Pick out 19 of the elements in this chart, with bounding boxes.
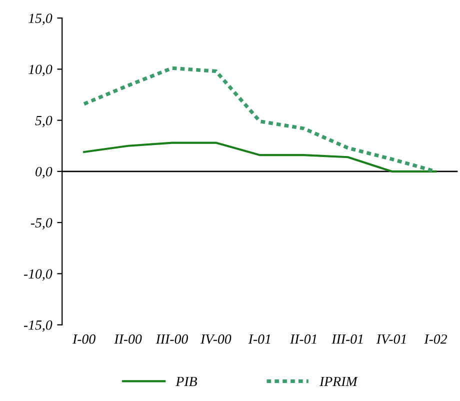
x-tick-label: III-00 — [156, 334, 188, 344]
line-series — [83, 142, 437, 172]
y-tick-label: 15,0 — [28, 14, 52, 25]
y-tick-label: -15,0 — [24, 320, 52, 332]
y-tick-label: -10,0 — [24, 269, 52, 281]
y-tick-label: 10,0 — [28, 64, 52, 76]
x-tick-label: II-00 — [114, 334, 142, 344]
y-tick-label: 0,0 — [36, 167, 52, 178]
x-tick-label: I-01 — [248, 334, 270, 344]
x-tick-label: II-01 — [290, 334, 316, 344]
x-tick-label: IV-01 — [376, 334, 406, 344]
legend-label: PIB — [176, 376, 197, 386]
x-tick-label: IV-00 — [200, 334, 232, 344]
y-tick-label: -5,0 — [30, 218, 52, 230]
legend-label: IPRIM — [319, 376, 358, 386]
x-tick-label: III-01 — [332, 334, 363, 344]
x-tick-label: I-02 — [424, 334, 447, 344]
y-tick-label: 5,0 — [35, 116, 52, 128]
x-tick-label: I-00 — [72, 334, 96, 344]
